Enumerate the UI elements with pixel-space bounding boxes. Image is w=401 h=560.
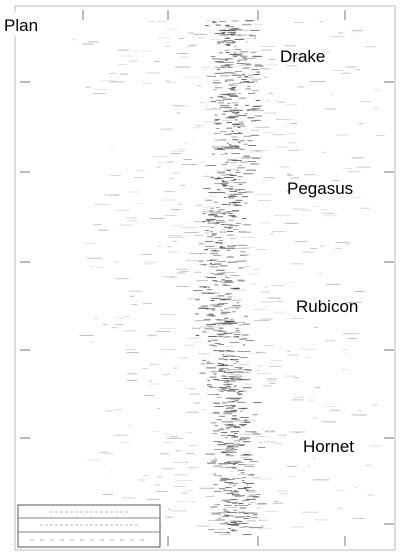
- area-label: Hornet: [303, 437, 354, 456]
- area-label: Pegasus: [287, 179, 353, 198]
- area-label: Drake: [280, 47, 325, 66]
- legend-frame: [17, 504, 161, 548]
- title-backdrop: [0, 12, 48, 36]
- plan-title: Plan: [4, 16, 38, 35]
- area-label: Rubicon: [296, 297, 358, 316]
- frame-ticks: [20, 10, 394, 546]
- survey-texture: [72, 20, 385, 536]
- map-frame: [14, 5, 396, 551]
- legend-box: [17, 504, 161, 548]
